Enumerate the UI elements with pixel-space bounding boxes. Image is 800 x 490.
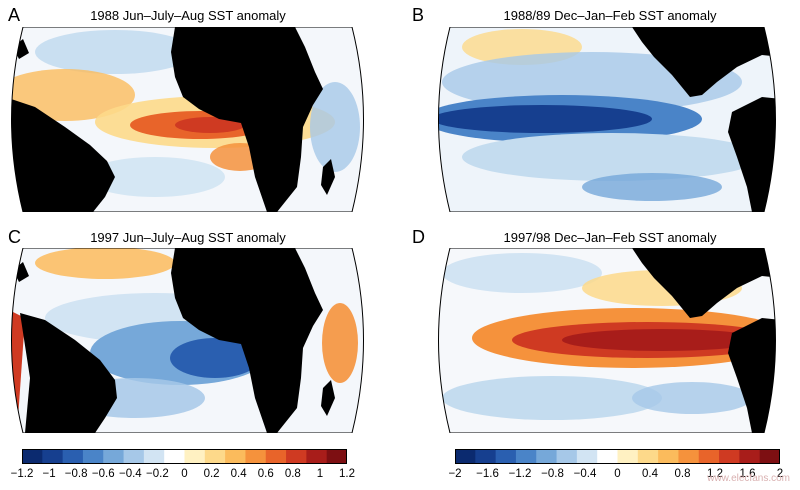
anomaly-warm-patch: [35, 248, 175, 279]
map-panel-c: [11, 248, 364, 433]
panel-d-letter: D: [412, 227, 425, 247]
map-panel-b: [438, 27, 776, 212]
colorbar-swatch: [204, 449, 226, 464]
colorbar-tick-label: −1.6: [476, 468, 499, 480]
map-panel-d: [438, 248, 776, 433]
anomaly-cool-patch: [85, 157, 225, 197]
colorbar-swatch: [617, 449, 639, 464]
colorbar-tick-label: 1.2: [707, 468, 723, 480]
colorbar-swatch: [286, 449, 307, 464]
colorbar-swatch: [123, 449, 145, 464]
watermark: www.elecfans.com: [707, 473, 790, 484]
panel-b-title: 1988/89 Dec–Jan–Feb SST anomaly: [503, 8, 717, 23]
colorbar-border: [455, 449, 780, 464]
colorbar-tick-label: 0.4: [230, 468, 247, 480]
colorbar-swatch: [698, 449, 720, 464]
anomaly-cool-patch: [582, 173, 722, 201]
anomaly-cool-patch: [438, 105, 652, 133]
colorbar-tick-label: 2: [776, 468, 784, 480]
colorbar-border: [22, 449, 347, 464]
colorbar-swatch: [455, 449, 476, 464]
colorbar-swatch: [245, 449, 267, 464]
colorbar-swatch: [637, 449, 659, 464]
landmass-africa: [171, 248, 323, 433]
anomaly-cool-patch: [170, 338, 260, 378]
anomaly-warm-patch: [562, 329, 762, 351]
colorbar-left: [22, 449, 347, 464]
colorbar-swatch: [42, 449, 64, 464]
landmass-south-america: [728, 97, 776, 212]
colorbar-tick-label: 1.6: [739, 468, 756, 480]
colorbar-swatch: [495, 449, 517, 464]
colorbar-tick-label: 0.4: [642, 468, 658, 480]
colorbar-tick-label: −0.4: [573, 468, 597, 480]
anomaly-warm-patch: [175, 117, 245, 133]
panel-a-letter: A: [8, 5, 21, 25]
map-panel-a: [11, 27, 364, 212]
colorbar-swatch: [658, 449, 679, 464]
warm-coastal-strip: [11, 308, 25, 433]
panel-c-title: 1997 Jun–July–Aug SST anomaly: [90, 230, 286, 245]
colorbar-swatch: [536, 449, 558, 464]
colorbar-swatch: [678, 449, 700, 464]
colorbar-swatch: [719, 449, 740, 464]
colorbar-swatch: [556, 449, 578, 464]
colorbar-tick-label: −1.2: [508, 468, 532, 480]
colorbar-swatch: [143, 449, 165, 464]
colorbar-tick-label: 0.6: [257, 468, 274, 480]
colorbar-swatch: [164, 449, 185, 464]
panel-d-title: 1997/98 Dec–Jan–Feb SST anomaly: [503, 230, 717, 245]
colorbar-swatch: [576, 449, 598, 464]
colorbar-tick-label: −0.2: [146, 468, 169, 480]
colorbar-tick-label: 0.8: [674, 468, 691, 480]
landmass-africa: [171, 27, 323, 212]
anomaly-cool-patch: [462, 133, 762, 181]
landmass-south-america: [11, 97, 115, 212]
colorbar-swatch: [265, 449, 287, 464]
colorbar-tick-label: −0.8: [541, 468, 564, 480]
landmass-south-america: [728, 318, 776, 433]
landmass-south-america: [20, 313, 117, 433]
colorbar-swatch: [739, 449, 761, 464]
landmass-madagascar: [321, 159, 335, 195]
colorbar-right: [455, 449, 780, 464]
colorbar-tick-label: −0.6: [91, 468, 115, 480]
panel-c-letter: C: [8, 227, 21, 247]
colorbar-tick-label: −1: [42, 468, 56, 480]
anomaly-cool-patch: [442, 253, 602, 293]
colorbar-swatch: [82, 449, 104, 464]
landmass-central-america: [632, 27, 776, 97]
colorbar-swatch: [475, 449, 497, 464]
colorbar-tick-label: −2: [448, 468, 462, 480]
colorbar-swatch: [103, 449, 125, 464]
anomaly-cool-patch: [310, 82, 360, 172]
colorbar-swatch: [306, 449, 328, 464]
colorbar-tick-label: −0.8: [64, 468, 88, 480]
colorbar-swatch: [225, 449, 246, 464]
colorbar-swatch: [759, 449, 780, 464]
colorbar-tick-label: −1.2: [10, 468, 34, 480]
colorbar-tick-label: 0: [181, 468, 188, 480]
colorbar-swatch: [184, 449, 206, 464]
colorbar-swatch: [326, 449, 347, 464]
colorbar-swatch: [22, 449, 43, 464]
landmass-central-america: [632, 248, 776, 318]
anomaly-cool-patch: [35, 30, 195, 74]
panel-b-letter: B: [412, 5, 425, 25]
colorbar-swatch: [62, 449, 84, 464]
anomaly-cool-patch: [442, 376, 662, 420]
landmass-madagascar: [321, 380, 335, 416]
colorbar-tick-label: 0.8: [284, 468, 301, 480]
colorbar-tick-label: 1.2: [339, 468, 355, 480]
anomaly-warm-patch: [322, 303, 358, 383]
anomaly-cool-patch: [632, 382, 752, 414]
colorbar-tick-label: 1: [316, 468, 324, 480]
panel-a-title: 1988 Jun–July–Aug SST anomaly: [90, 8, 286, 23]
colorbar-tick-label: 0: [614, 468, 621, 480]
colorbar-tick-label: 0.2: [203, 468, 220, 480]
colorbar-swatch: [597, 449, 618, 464]
colorbar-swatch: [515, 449, 537, 464]
colorbar-tick-label: −0.4: [118, 468, 142, 480]
